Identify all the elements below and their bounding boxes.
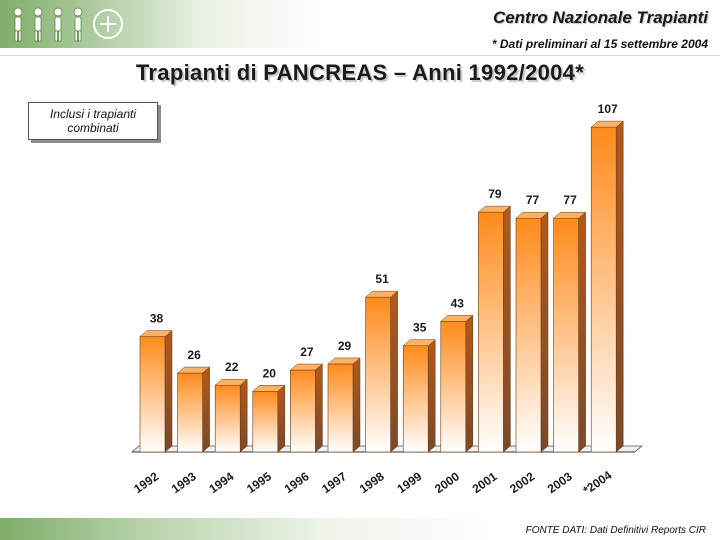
value-label: 35 — [413, 321, 427, 335]
bar — [440, 321, 467, 453]
bar-side — [615, 120, 624, 453]
bar-top-face — [402, 339, 436, 346]
value-label: 77 — [563, 193, 577, 207]
note-box: Inclusi i trapianti combinati — [28, 102, 158, 140]
bar-side — [239, 378, 248, 453]
bar — [327, 363, 354, 453]
people-logo-icon — [13, 7, 123, 42]
tick-label: 2002 — [507, 469, 537, 496]
bar-top-face — [477, 205, 512, 213]
bar — [290, 369, 316, 453]
bar — [365, 296, 391, 453]
bar — [515, 217, 542, 453]
bar — [478, 211, 504, 453]
value-label: 26 — [187, 348, 201, 362]
bar-side — [503, 205, 511, 453]
tick-label: *2004 — [581, 468, 615, 498]
tick-label: 1996 — [282, 469, 312, 496]
bar — [177, 372, 203, 453]
value-label: 27 — [300, 345, 314, 359]
bar — [214, 384, 241, 453]
tick-label: 2001 — [470, 469, 500, 496]
bar-side — [202, 366, 210, 453]
bar-top-face — [440, 315, 474, 322]
bar-top-face — [214, 378, 248, 386]
value-label: 79 — [488, 187, 502, 201]
tick-label: 1993 — [169, 469, 199, 496]
bar-side — [277, 384, 286, 453]
org-title: Centro Nazionale Trapianti — [492, 8, 708, 27]
value-label: 77 — [526, 193, 540, 207]
value-labels-layer: 38 26 22 20 27 29 51 35 43 79 77 77 107 — [150, 102, 618, 380]
value-label: 43 — [451, 296, 465, 310]
bars-layer — [139, 120, 624, 453]
tick-label: 1994 — [206, 469, 236, 496]
bar-side — [578, 211, 586, 453]
bar-side — [427, 339, 436, 453]
page-title: Trapianti di PANCREAS – Anni 1992/2004* — [135, 60, 585, 85]
bar-top-face — [139, 330, 173, 337]
bar-top-face — [552, 211, 587, 219]
bar — [139, 336, 166, 453]
value-label: 51 — [375, 272, 389, 286]
header-band — [0, 0, 720, 48]
value-label: 20 — [263, 366, 277, 380]
value-label: 22 — [225, 360, 239, 374]
tick-label: 2000 — [432, 469, 462, 496]
bar-side — [352, 357, 361, 453]
bar-top-face — [176, 366, 211, 374]
tick-label: 1998 — [357, 469, 387, 496]
tick-label: 1997 — [319, 469, 349, 496]
bar-side — [465, 314, 474, 453]
bar-side — [315, 363, 323, 453]
bar — [553, 217, 579, 453]
bar — [402, 345, 429, 453]
bar — [252, 390, 279, 453]
bar-top-face — [515, 211, 549, 219]
bar-side — [540, 211, 549, 453]
value-label: 107 — [598, 102, 618, 116]
bar-top-face — [590, 120, 624, 128]
tick-label: 1999 — [394, 469, 424, 496]
bar-side — [390, 290, 398, 453]
bar-side — [164, 330, 173, 453]
bar — [590, 126, 617, 453]
source-note: FONTE DATI: Dati Definitivi Reports CIR — [525, 525, 706, 536]
bar-top-face — [252, 385, 286, 392]
tick-labels-layer: 1992 1993 1994 1995 1996 1997 1998 1999 2000 2001… — [131, 468, 614, 498]
tick-label: 2003 — [545, 469, 575, 496]
value-label: 38 — [150, 312, 164, 326]
header-divider — [0, 55, 720, 56]
bar-top-face — [364, 290, 399, 298]
footer-band — [0, 518, 720, 540]
tick-label: 1995 — [244, 469, 274, 496]
tick-label: 1992 — [131, 469, 161, 496]
preliminary-note: * Dati preliminari al 15 settembre 2004 — [491, 37, 708, 51]
bar-top-face — [327, 357, 361, 365]
value-label: 29 — [338, 339, 352, 353]
bar-top-face — [289, 363, 324, 371]
